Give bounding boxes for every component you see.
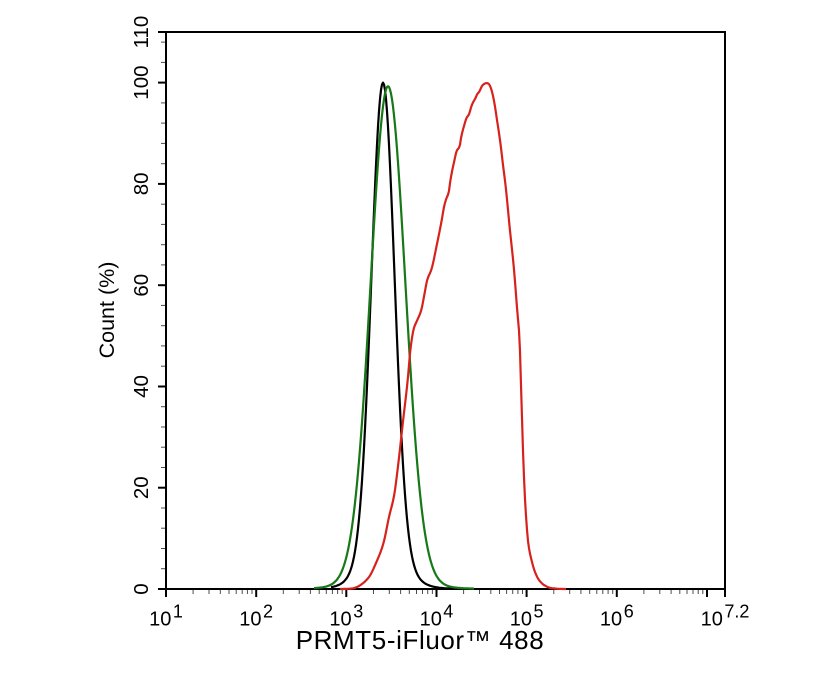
- svg-text:20: 20: [130, 476, 153, 499]
- svg-text:100: 100: [130, 65, 153, 99]
- svg-text:3: 3: [353, 602, 363, 622]
- svg-text:7.2: 7.2: [724, 602, 749, 622]
- svg-text:10: 10: [701, 609, 723, 631]
- svg-text:1: 1: [173, 602, 183, 622]
- svg-text:6: 6: [624, 602, 634, 622]
- svg-text:0: 0: [130, 583, 153, 594]
- svg-text:60: 60: [130, 274, 153, 297]
- svg-text:10: 10: [420, 609, 442, 631]
- svg-text:40: 40: [130, 375, 153, 398]
- svg-text:10: 10: [510, 609, 532, 631]
- svg-text:10: 10: [239, 609, 261, 631]
- svg-text:10: 10: [149, 609, 171, 631]
- svg-text:110: 110: [130, 16, 153, 49]
- svg-text:Count (%): Count (%): [95, 262, 119, 359]
- svg-text:5: 5: [534, 602, 544, 622]
- svg-text:10: 10: [329, 609, 351, 631]
- svg-text:4: 4: [443, 602, 453, 622]
- svg-text:80: 80: [130, 172, 153, 195]
- svg-text:10: 10: [600, 609, 622, 631]
- svg-text:2: 2: [263, 602, 273, 622]
- svg-text:PRMT5-iFluor™ 488: PRMT5-iFluor™ 488: [296, 625, 545, 655]
